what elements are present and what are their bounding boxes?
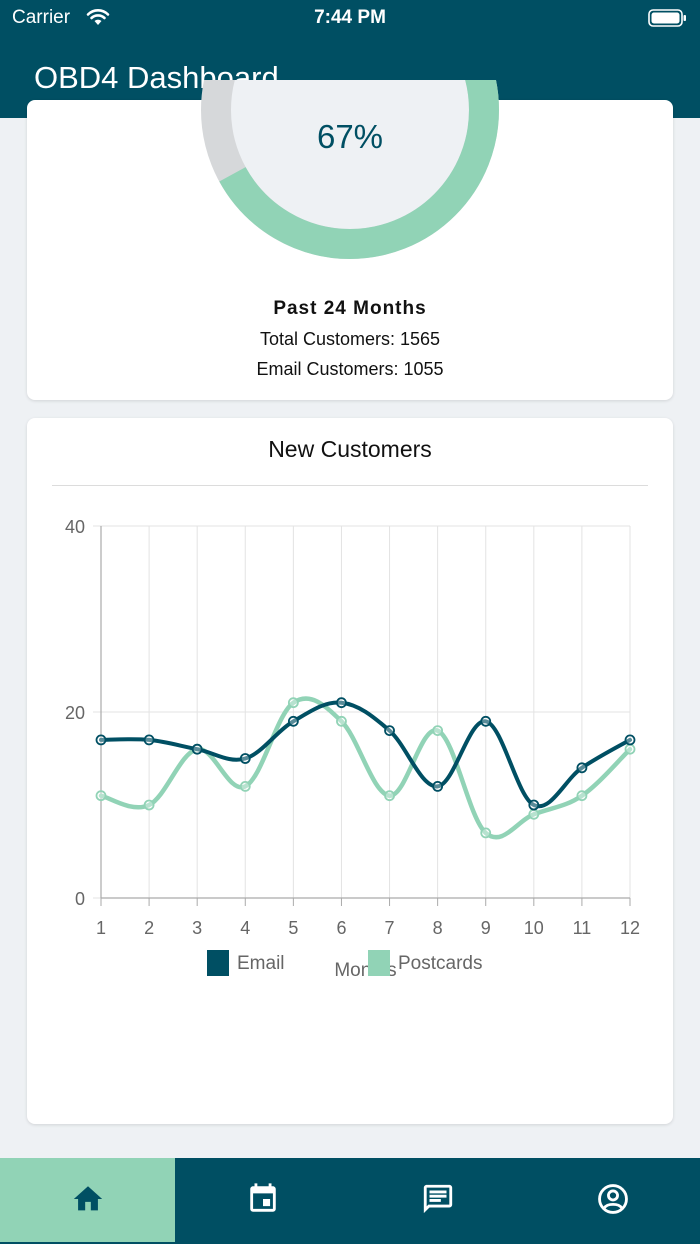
x-tick-label: 4 <box>240 918 250 938</box>
legend-label-email: Email <box>237 953 285 974</box>
data-point-postcards <box>95 790 107 802</box>
wifi-icon <box>85 7 111 32</box>
calendar-icon <box>250 1183 276 1212</box>
x-tick-label: 8 <box>433 918 443 938</box>
x-tick-label: 10 <box>524 918 544 938</box>
email-stats-card: 67% Past 24 Months Total Customers: 1565… <box>27 80 673 400</box>
data-point-postcards <box>143 799 155 811</box>
data-point-postcards <box>576 790 588 802</box>
data-point-email <box>143 734 155 746</box>
series-line-email <box>99 700 632 809</box>
data-point-email <box>480 715 492 727</box>
y-tick-label: 0 <box>75 889 85 909</box>
battery-icon <box>648 8 688 33</box>
legend-swatch-postcards <box>368 950 390 976</box>
data-point-email <box>528 799 540 811</box>
status-bar: Carrier 7:44 PM <box>0 0 700 36</box>
data-point-email <box>432 780 444 792</box>
series-line-postcards <box>98 696 633 840</box>
y-tick-label: 40 <box>65 517 85 537</box>
x-tick-label: 1 <box>96 918 106 938</box>
y-tick-label: 20 <box>65 703 85 723</box>
data-point-email <box>336 697 347 709</box>
email-percentage: 67% <box>316 118 384 155</box>
carrier-label: Carrier <box>12 7 71 28</box>
data-point-email <box>239 753 251 764</box>
email-customers: Email Customers: 1055 <box>256 359 444 379</box>
data-point-email <box>384 725 395 737</box>
chart-title: New Customers <box>268 436 432 462</box>
data-point-postcards <box>287 697 299 709</box>
total-customers: Total Customers: 1565 <box>259 329 441 349</box>
new-customers-card: New Customers 0 20 40 1 2 3 4 5 6 7 8 9 10 11 12 Months <box>27 418 673 1124</box>
legend-swatch-email <box>207 950 229 976</box>
data-point-postcards <box>384 790 395 802</box>
data-point-postcards <box>624 743 636 755</box>
data-point-postcards <box>432 725 444 737</box>
x-tick-label: 7 <box>385 918 395 938</box>
divider <box>52 485 648 486</box>
x-tick-label: 6 <box>336 918 346 938</box>
x-tick-label: 5 <box>288 918 298 938</box>
data-point-postcards <box>239 780 251 792</box>
period-title: Past 24 Months <box>273 298 427 319</box>
x-tick-label: 3 <box>192 918 202 938</box>
tab-profile[interactable] <box>525 1158 700 1242</box>
account-icon <box>598 1184 628 1214</box>
donut-value-arc <box>201 80 499 259</box>
message-icon <box>423 1184 453 1214</box>
data-point-email <box>624 734 636 746</box>
x-tick-label: 9 <box>481 918 491 938</box>
data-point-email <box>287 715 299 727</box>
legend-label-postcards: Postcards <box>398 953 483 974</box>
bottom-tab-bar <box>0 1158 700 1244</box>
data-point-postcards <box>528 808 540 820</box>
home-icon <box>73 1186 103 1211</box>
data-point-email <box>95 734 107 746</box>
email-percentage-donut <box>201 80 499 259</box>
x-tick-label: 12 <box>620 918 640 938</box>
tab-messages[interactable] <box>350 1158 525 1242</box>
data-point-postcards <box>336 715 347 727</box>
tab-calendar[interactable] <box>175 1158 350 1242</box>
x-tick-label: 2 <box>144 918 154 938</box>
tab-home[interactable] <box>0 1158 175 1242</box>
data-point-postcards <box>480 827 492 839</box>
status-time: 7:44 PM <box>314 7 386 28</box>
data-point-email <box>576 762 588 774</box>
x-tick-label: 11 <box>573 918 592 938</box>
data-point-email <box>191 743 203 755</box>
